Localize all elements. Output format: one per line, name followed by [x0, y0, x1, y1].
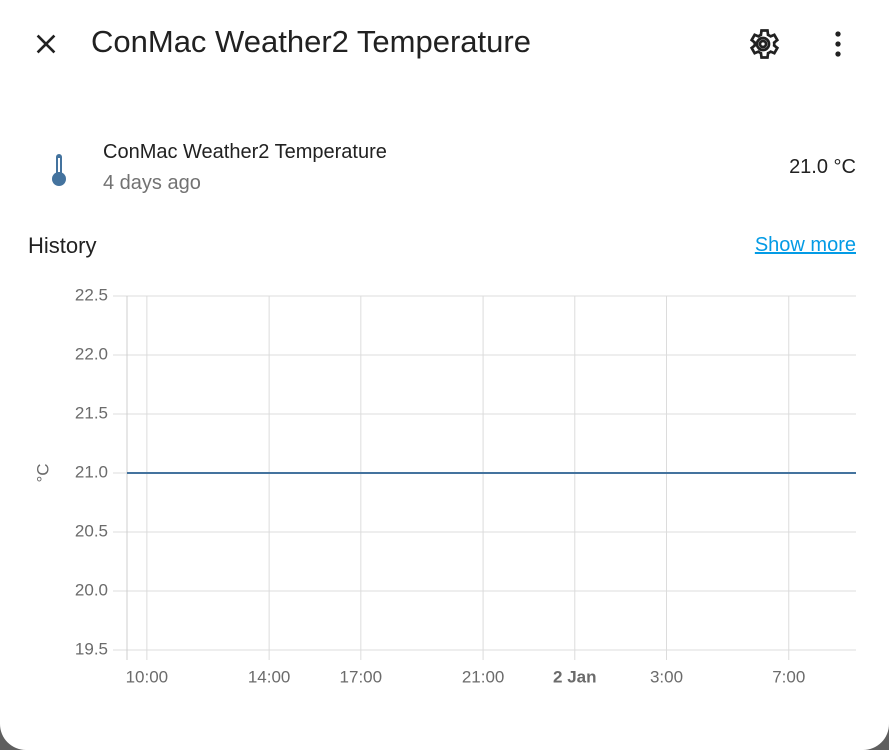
x-tick-label: 10:00	[126, 667, 169, 686]
entity-state: 21.0 °C	[789, 156, 856, 178]
settings-button[interactable]	[745, 26, 781, 62]
history-heading: History	[28, 233, 97, 258]
y-tick-label: 21.0	[75, 462, 108, 481]
x-tick-label: 3:00	[650, 667, 683, 686]
menu-button[interactable]	[822, 26, 854, 62]
entity-name: ConMac Weather2 Temperature	[103, 141, 387, 163]
y-axis-label: °C	[33, 463, 52, 482]
y-tick-label: 22.0	[75, 344, 108, 363]
y-tick-label: 20.5	[75, 521, 108, 540]
y-tick-label: 20.0	[75, 580, 108, 599]
x-tick-label: 14:00	[248, 667, 291, 686]
last-changed: 4 days ago	[103, 172, 201, 194]
y-tick-label: 19.5	[75, 639, 108, 658]
x-tick-label: 2 Jan	[553, 667, 596, 686]
history-chart: 22.5 22.0 21.5 21.0 20.5 20.0 19.5 10:00 14:00 17…	[33, 285, 856, 686]
y-tick-label: 22.5	[75, 285, 108, 304]
thermometer-icon	[52, 154, 66, 186]
dialog-title: ConMac Weather2 Temperature	[91, 24, 531, 59]
close-button[interactable]	[30, 28, 62, 60]
x-tick-label: 21:00	[462, 667, 505, 686]
x-tick-label: 7:00	[772, 667, 805, 686]
x-tick-label: 17:00	[340, 667, 383, 686]
show-more-link[interactable]: Show more	[754, 234, 856, 256]
y-tick-label: 21.5	[75, 403, 108, 422]
